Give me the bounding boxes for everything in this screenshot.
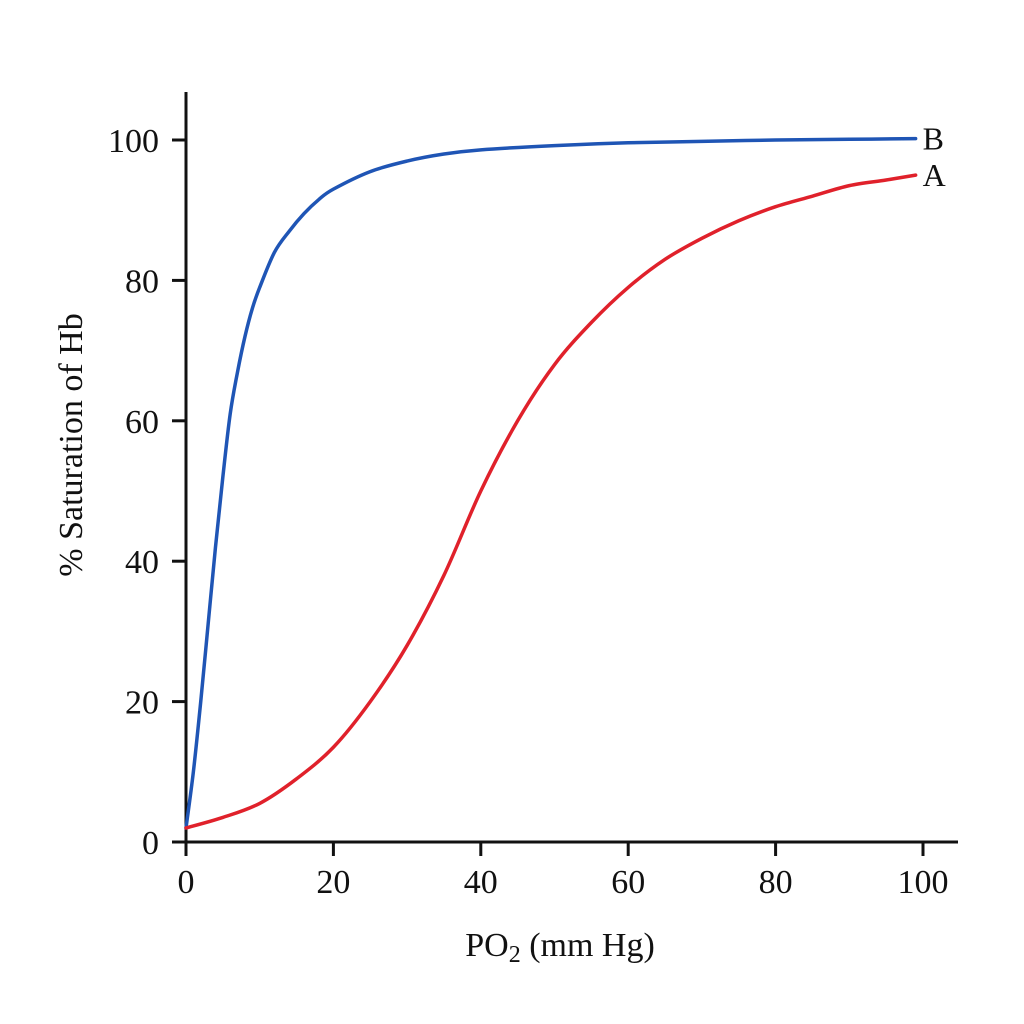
- y-axis-ticks: 0 20 40 60 80 100: [108, 123, 186, 862]
- series-lines: [184, 136, 918, 830]
- series-label-b: B: [923, 121, 944, 157]
- y-tick-label: 40: [125, 544, 159, 581]
- y-tick-label: 0: [142, 825, 159, 862]
- x-axis-label: PO2 (mm Hg): [465, 927, 655, 968]
- x-tick-label: 0: [178, 864, 195, 901]
- y-tick-label: 100: [108, 123, 159, 160]
- series-labels: BA: [923, 121, 946, 194]
- x-axis-label-subscript: 2: [509, 942, 521, 968]
- x-axis-label-rest: (mm Hg): [521, 927, 655, 964]
- series-label-a: A: [923, 157, 946, 193]
- series-line-b: [184, 136, 918, 830]
- y-tick-label: 80: [125, 263, 159, 300]
- y-axis-label: % Saturation of Hb: [53, 313, 90, 576]
- x-tick-label: 60: [611, 864, 645, 901]
- x-tick-label: 20: [316, 864, 350, 901]
- x-axis-label-main: PO: [465, 927, 508, 964]
- x-axis-ticks: 0 20 40 60 80 100: [178, 842, 949, 901]
- x-tick-label: 80: [759, 864, 793, 901]
- x-tick-label: 40: [464, 864, 498, 901]
- y-tick-label: 20: [125, 685, 159, 722]
- series-line-a: [184, 173, 918, 830]
- y-tick-label: 60: [125, 404, 159, 441]
- x-tick-label: 100: [898, 864, 949, 901]
